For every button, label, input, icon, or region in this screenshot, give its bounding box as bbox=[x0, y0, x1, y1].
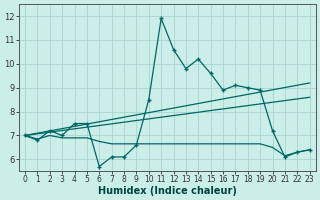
X-axis label: Humidex (Indice chaleur): Humidex (Indice chaleur) bbox=[98, 186, 237, 196]
